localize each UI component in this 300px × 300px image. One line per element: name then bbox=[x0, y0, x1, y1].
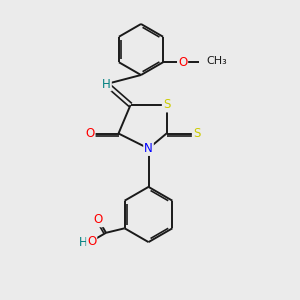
Text: O: O bbox=[85, 127, 94, 140]
Text: H: H bbox=[102, 77, 111, 91]
Text: CH₃: CH₃ bbox=[207, 56, 227, 66]
Text: S: S bbox=[163, 98, 170, 112]
Text: O: O bbox=[178, 56, 187, 69]
Text: H: H bbox=[79, 236, 87, 249]
Text: O: O bbox=[87, 235, 96, 248]
Text: N: N bbox=[144, 142, 153, 155]
Text: O: O bbox=[94, 213, 103, 226]
Text: S: S bbox=[193, 127, 200, 140]
